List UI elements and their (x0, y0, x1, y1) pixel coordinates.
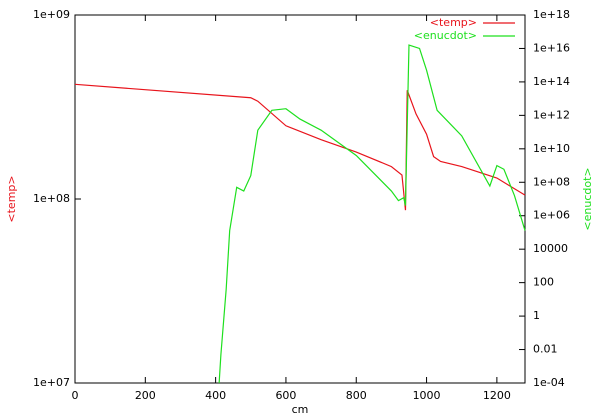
y2-tick-label: 1e+12 (533, 108, 570, 121)
y2-tick-label: 10000 (533, 242, 568, 255)
series-line (218, 44, 526, 384)
series-line (74, 83, 526, 211)
legend-label: <enucdot> (414, 29, 477, 42)
y-tick-label: 1e+08 (33, 192, 70, 205)
y2-tick-label: 1e+08 (533, 175, 570, 188)
x-axis-label: cm (292, 403, 309, 416)
y-tick-label: 1e+07 (33, 376, 70, 389)
x-tick-label: 0 (72, 389, 79, 402)
plot-frame (74, 14, 526, 384)
y-tick-label: 1e+09 (33, 8, 70, 21)
x-tick-label: 800 (346, 389, 367, 402)
y2-axis-label: <enucdot> (581, 167, 594, 230)
x-tick-label: 600 (275, 389, 296, 402)
y2-tick-label: 0.01 (533, 343, 558, 356)
y-axis-label: <temp> (5, 175, 18, 222)
x-tick-label: 1200 (483, 389, 511, 402)
x-tick-label: 400 (205, 389, 226, 402)
y2-tick-label: 1e+16 (533, 41, 570, 54)
y2-tick-label: 1e+14 (533, 75, 570, 88)
y2-tick-label: 1e+10 (533, 142, 570, 155)
x-tick-label: 200 (135, 389, 156, 402)
y2-tick-label: 1 (533, 309, 540, 322)
legend-label: <temp> (430, 16, 477, 29)
x-tick-label: 1000 (413, 389, 441, 402)
y2-tick-label: 100 (533, 276, 554, 289)
y2-tick-label: 1e+06 (533, 209, 570, 222)
y2-tick-label: 1e-04 (533, 376, 565, 389)
y2-tick-label: 1e+18 (533, 8, 570, 21)
